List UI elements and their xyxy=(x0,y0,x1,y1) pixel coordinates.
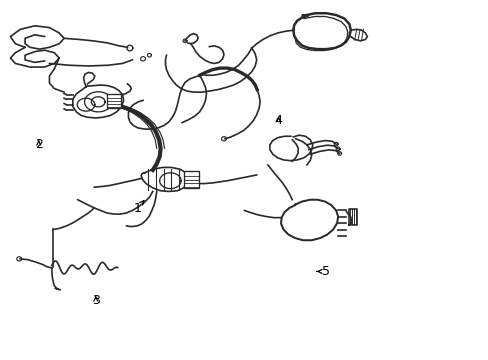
Text: 4: 4 xyxy=(274,114,282,127)
Bar xyxy=(183,171,199,188)
Text: 3: 3 xyxy=(92,294,100,307)
Text: 5: 5 xyxy=(316,265,330,278)
Text: 2: 2 xyxy=(35,138,42,150)
Bar xyxy=(107,94,121,108)
Text: 1: 1 xyxy=(133,200,144,215)
